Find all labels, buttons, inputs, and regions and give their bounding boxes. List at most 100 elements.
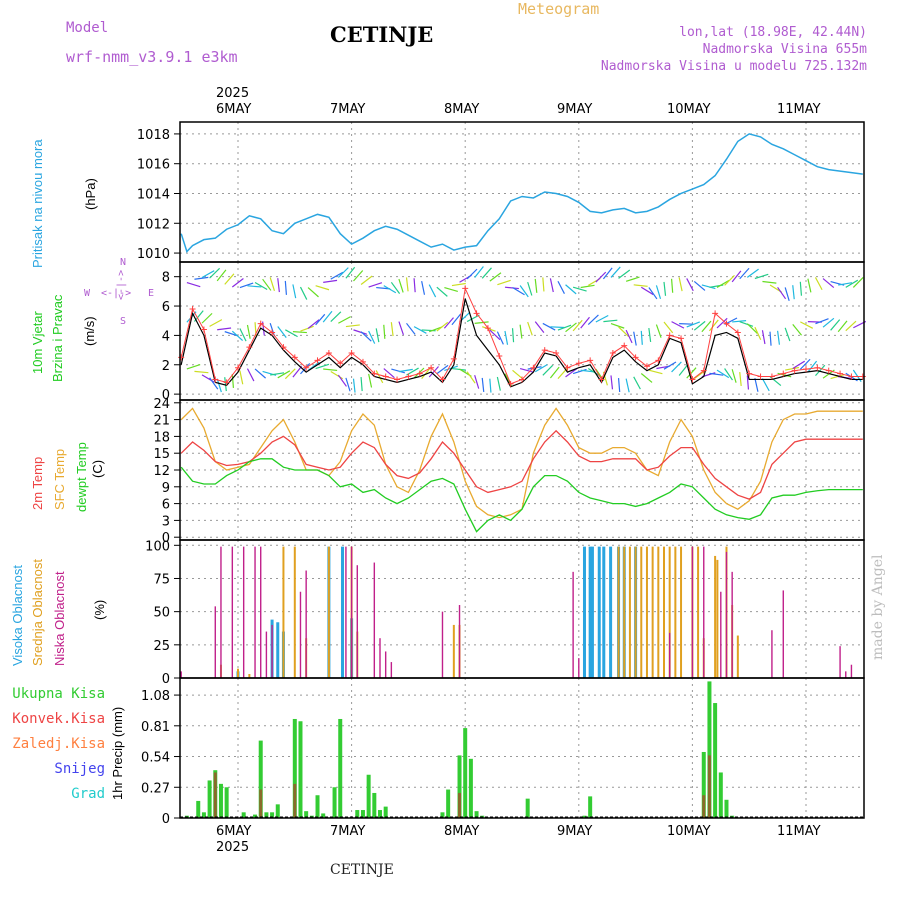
wind-barb: [451, 367, 466, 371]
wind-barb: [239, 370, 244, 385]
y-tick-label: 1010: [137, 247, 170, 262]
gust-marker: [712, 310, 719, 317]
axes-labels: 1018101610141012101086420242118151296301…: [137, 128, 180, 827]
wind-barb: [360, 275, 373, 285]
total-precip-bar: [588, 796, 593, 818]
day-label-bottom-5: 11MAY: [777, 824, 821, 839]
wind-barb: [239, 328, 247, 342]
legend-snow: Snijeg: [54, 761, 105, 777]
low-cloud-bar: [384, 651, 387, 678]
wind-barb: [519, 324, 523, 339]
total-precip-bar: [474, 811, 479, 818]
wind-barb: [784, 327, 791, 342]
total-precip-bar: [582, 815, 587, 818]
low-cloud-bar: [390, 662, 393, 678]
wind-barb: [353, 329, 367, 335]
wind-barb: [489, 272, 502, 282]
wind-barb: [815, 364, 826, 377]
wind-barb: [216, 269, 227, 282]
mid-cloud-bar: [248, 674, 251, 678]
wind-barb: [292, 331, 307, 334]
wind-barb: [217, 327, 232, 331]
wind-barb: [512, 287, 525, 296]
wind-barb: [739, 371, 742, 387]
gust-marker: [269, 329, 276, 336]
mid-cloud-bar: [657, 546, 660, 678]
gust-marker: [371, 370, 378, 377]
total-precip-bar: [241, 812, 246, 818]
low-cloud-bar: [691, 546, 694, 678]
y-tick-label: 24: [153, 397, 170, 412]
wind-barb: [784, 287, 790, 302]
gust-marker: [734, 329, 741, 336]
gust-marker: [382, 373, 389, 380]
wind-barb: [724, 274, 735, 286]
wind-barb: [511, 328, 515, 343]
meteogram-title: Meteogram: [518, 0, 600, 18]
wind-barb: [822, 317, 835, 328]
wind-barb: [807, 278, 812, 293]
year-label-bottom: 2025: [216, 840, 250, 855]
gust-marker: [825, 367, 832, 374]
wind-barb: [482, 326, 496, 332]
wind-barb: [383, 285, 397, 294]
wind-barb: [663, 281, 667, 296]
wind-barb: [285, 329, 298, 338]
wind-barb: [413, 367, 425, 379]
day-label-bottom-1: 7MAY: [330, 824, 366, 839]
wind-barb: [845, 320, 857, 332]
wind-barb: [337, 267, 349, 278]
wind-barb: [330, 271, 344, 280]
wind-barb: [746, 268, 759, 278]
wind-barb: [640, 373, 653, 383]
wind-barb: [352, 378, 356, 393]
wind-barb: [496, 376, 501, 391]
low-cloud-bar: [668, 632, 671, 678]
total-precip-bar: [224, 787, 229, 818]
wind-barb: [701, 320, 712, 333]
wind-barb: [277, 326, 287, 338]
wind-barb: [390, 281, 401, 294]
y-tick-label: 8: [162, 271, 170, 286]
wind-barb: [292, 284, 297, 299]
mid-cloud-bar: [237, 668, 239, 678]
wind-barb: [216, 378, 222, 393]
wind-barb: [428, 284, 437, 298]
wind-barb: [640, 286, 654, 296]
wind-barb: [580, 284, 595, 289]
wind-barb: [761, 330, 766, 345]
total-precip-bar: [724, 799, 729, 818]
wind-barb: [390, 322, 394, 337]
mid-cloud-bar: [628, 546, 631, 678]
wind-barb: [701, 284, 716, 290]
wind-barb: [300, 363, 311, 375]
wind-barb: [686, 367, 697, 379]
mid-cloud-bar: [617, 546, 620, 678]
low-cloud-bar: [305, 570, 307, 678]
mid-cloud-bar: [282, 546, 285, 678]
mid-cloud-bar: [697, 546, 700, 678]
gust-marker: [416, 370, 423, 377]
wind-barb: [323, 368, 338, 372]
gust-marker: [541, 347, 548, 354]
total-precip-bar: [258, 740, 263, 818]
gust-marker: [632, 354, 639, 361]
wind-barb: [360, 331, 372, 342]
wind-barb: [224, 377, 227, 392]
wind-barb: [565, 322, 577, 333]
wind-barb: [762, 280, 777, 284]
mid-cloud-bar: [680, 546, 683, 678]
conv-precip-bar: [293, 783, 297, 818]
mid-cloud-bar: [634, 546, 637, 678]
wind-barb: [345, 266, 356, 279]
gust-marker: [462, 285, 469, 292]
wind-barb: [792, 360, 806, 369]
wind-barb: [481, 377, 485, 392]
gust-marker: [609, 350, 616, 357]
wind-barb: [504, 330, 509, 345]
low-cloud-bar: [458, 605, 461, 678]
pressure-panel: [180, 133, 863, 254]
wind-barb: [436, 286, 448, 297]
low-cloud-bar: [299, 591, 302, 678]
